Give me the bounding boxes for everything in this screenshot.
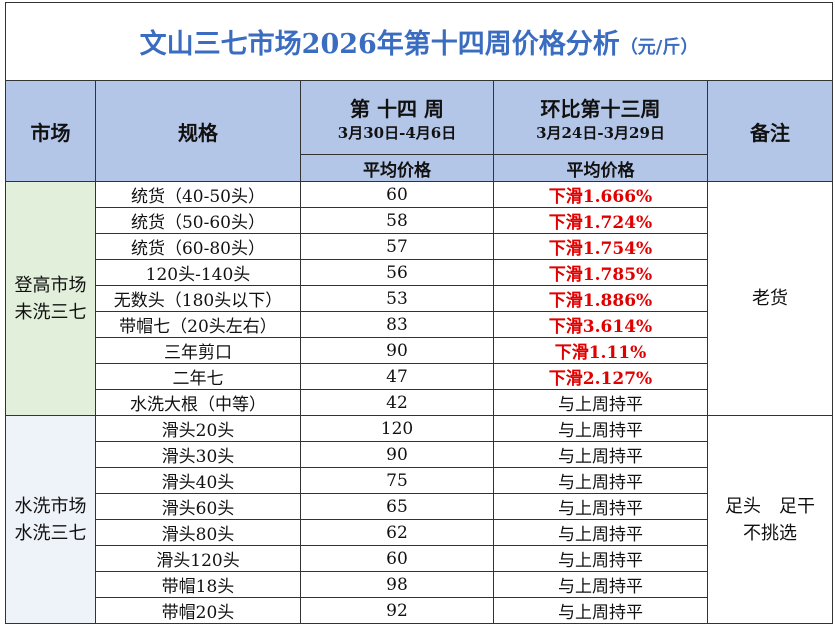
data-row: 无数头（180头以下） 53 下滑1.886% — [6, 285, 833, 312]
change: 下滑1.754% — [493, 233, 708, 260]
note: 足头 足干 — [725, 495, 816, 517]
change: 与上周持平 — [493, 389, 708, 416]
market-cell: 登高市场 未洗三七 — [5, 181, 96, 416]
data-row: 滑头30头 90 与上周持平 — [6, 441, 833, 468]
note-cell: 老货 — [706, 181, 834, 416]
data-row: 登高市场 未洗三七 统货（40-50头） 60 下滑1.666% 老货 — [5, 181, 834, 416]
change: 与上周持平 — [493, 545, 708, 572]
change: 与上周持平 — [493, 493, 708, 520]
header-week: 第 十四 周 — [350, 96, 444, 121]
header-row: 市场 规格 第 十四 周 3月30日-4月6日 环比第十三周 3月24日-3月29日… — [5, 80, 834, 182]
price: 56 — [300, 259, 494, 286]
market-cell: 水洗市场 水洗三七 — [5, 415, 96, 624]
spec: 二年七 — [95, 363, 301, 390]
header-market: 市场 — [5, 80, 96, 182]
spec: 滑头60头 — [95, 493, 301, 520]
title-unit: （元/斤） — [619, 37, 699, 58]
header-note: 备注 — [706, 80, 834, 182]
data-row: 120头-140头 56 下滑1.785% — [6, 259, 833, 286]
price: 90 — [300, 337, 494, 364]
spec: 带帽18头 — [95, 571, 301, 598]
data-row: 带帽20头 92 与上周持平 — [6, 597, 833, 624]
note: 不挑选 — [743, 522, 798, 544]
spec: 滑头30头 — [95, 441, 301, 468]
note: 老货 — [752, 288, 789, 309]
price: 60 — [300, 545, 494, 572]
data-row: 二年七 47 下滑2.127% — [6, 363, 833, 390]
data-row: 水洗市场 水洗三七 滑头20头 120 与上周持平 足头 足干 不挑选 — [5, 415, 834, 624]
header-compare-sub: 平均价格 — [493, 154, 708, 182]
header-compare-dates: 3月24日-3月29日 — [536, 123, 665, 142]
price: 120 — [300, 415, 494, 442]
spec: 统货（40-50头） — [95, 181, 301, 208]
price: 65 — [300, 493, 494, 520]
price: 58 — [300, 207, 494, 234]
price: 98 — [300, 571, 494, 598]
change: 与上周持平 — [493, 571, 708, 598]
market: 水洗市场 — [14, 495, 87, 517]
price: 83 — [300, 311, 494, 338]
spec: 滑头40头 — [95, 467, 301, 494]
data-row: 带帽18头 98 与上周持平 — [6, 571, 833, 598]
header-avg-price: 平均价格 — [300, 154, 494, 182]
table-body: 文山三七市场2026年第十四周价格分析（元/斤） 市场 规格 第 十四 周 3月3… — [4, 2, 834, 624]
data-row: 带帽七（20头左右） 83 下滑3.614% — [6, 311, 833, 338]
change: 下滑1.11% — [493, 337, 708, 364]
spec: 带帽20头 — [95, 597, 301, 624]
spec: 滑头20头 — [95, 415, 301, 442]
spec: 滑头80头 — [95, 519, 301, 546]
price: 90 — [300, 441, 494, 468]
price: 42 — [300, 389, 494, 416]
price: 75 — [300, 467, 494, 494]
data-row: 三年剪口 90 下滑1.11% — [6, 337, 833, 364]
header-week-dates: 3月30日-4月6日 — [337, 123, 457, 142]
spec: 无数头（180头以下） — [95, 285, 301, 312]
data-row: 水洗大根（中等） 42 与上周持平 — [6, 389, 833, 416]
spec: 水洗大根（中等） — [95, 389, 301, 416]
title-row: 文山三七市场2026年第十四周价格分析（元/斤） — [4, 2, 834, 81]
spec: 带帽七（20头左右） — [95, 311, 301, 338]
market: 水洗三七 — [14, 522, 87, 544]
spec: 三年剪口 — [95, 337, 301, 364]
spec: 统货（50-60头） — [95, 207, 301, 234]
change: 下滑2.127% — [493, 363, 708, 390]
market: 未洗三七 — [14, 301, 87, 323]
market: 登高市场 — [14, 274, 87, 296]
header-week-cell: 第 十四 周 3月30日-4月6日 — [300, 80, 494, 155]
price: 92 — [300, 597, 494, 624]
change: 与上周持平 — [493, 415, 708, 442]
spec: 统货（60-80头） — [95, 233, 301, 260]
change: 下滑1.785% — [493, 259, 708, 286]
change: 与上周持平 — [493, 467, 708, 494]
data-row: 统货（50-60头） 58 下滑1.724% — [6, 207, 833, 234]
data-row: 统货（60-80头） 57 下滑1.754% — [6, 233, 833, 260]
change: 下滑1.724% — [493, 207, 708, 234]
change: 与上周持平 — [493, 519, 708, 546]
subheader-row: 平均价格 平均价格 — [6, 154, 833, 182]
change: 下滑1.886% — [493, 285, 708, 312]
data-row: 滑头40头 75 与上周持平 — [6, 467, 833, 494]
price: 53 — [300, 285, 494, 312]
price: 62 — [300, 519, 494, 546]
price: 57 — [300, 233, 494, 260]
change: 与上周持平 — [493, 597, 708, 624]
title-cell: 文山三七市场2026年第十四周价格分析（元/斤） — [4, 2, 834, 81]
spec: 120头-140头 — [95, 259, 301, 286]
spec: 滑头120头 — [95, 545, 301, 572]
header-compare: 环比第十三周 — [540, 96, 661, 121]
price-table: 文山三七市场2026年第十四周价格分析（元/斤） 市场 规格 第 十四 周 3月3… — [4, 2, 834, 624]
header-compare-cell: 环比第十三周 3月24日-3月29日 — [493, 80, 708, 155]
price: 47 — [300, 363, 494, 390]
change: 下滑1.666% — [493, 181, 708, 208]
note-cell: 足头 足干 不挑选 — [706, 415, 834, 624]
price: 60 — [300, 181, 494, 208]
header-spec: 规格 — [95, 80, 301, 182]
change: 下滑3.614% — [493, 311, 708, 338]
title: 文山三七市场2026年第十四周价格分析 — [139, 29, 620, 60]
change: 与上周持平 — [493, 441, 708, 468]
